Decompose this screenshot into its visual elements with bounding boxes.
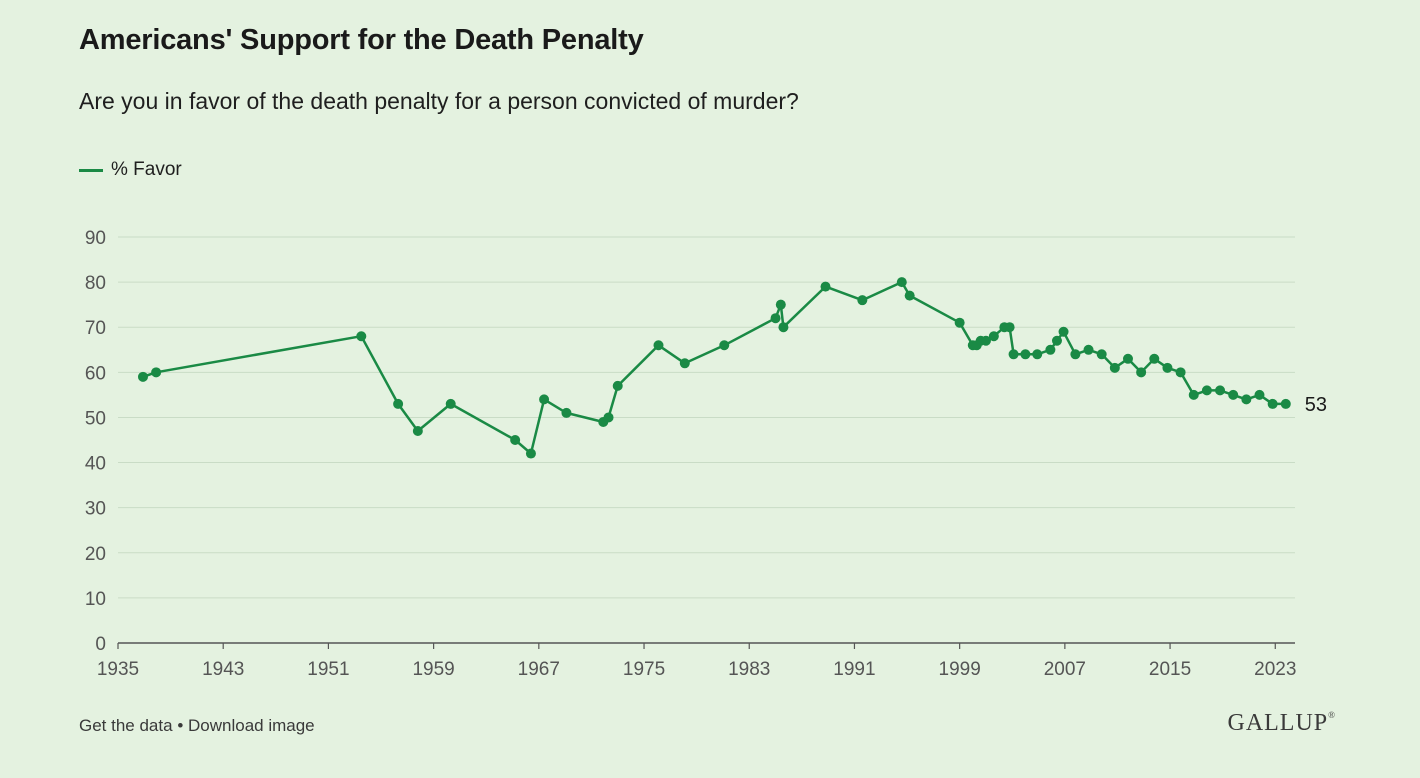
y-tick-label-0: 0 xyxy=(95,634,106,655)
data-point xyxy=(612,380,623,391)
y-axis-ticks: 0 10 20 30 40 50 60 70 80 90 xyxy=(85,228,106,655)
data-point xyxy=(1188,389,1199,400)
data-point xyxy=(412,425,423,436)
brand-text: GALLUP xyxy=(1227,710,1329,736)
data-point xyxy=(820,281,831,292)
data-point xyxy=(980,335,991,346)
data-point xyxy=(1136,367,1147,378)
data-point xyxy=(1201,385,1212,396)
data-point xyxy=(653,340,664,351)
end-value-label: 53 xyxy=(1305,394,1327,416)
data-point xyxy=(1215,385,1226,396)
data-point xyxy=(603,412,614,423)
data-point xyxy=(1122,353,1133,364)
y-tick-label-10: 10 xyxy=(85,589,106,610)
chart-subtitle: Are you in favor of the death penalty fo… xyxy=(79,88,799,114)
data-point xyxy=(1228,389,1239,400)
y-tick-label-70: 70 xyxy=(85,318,106,339)
y-tick-label-30: 30 xyxy=(85,499,106,520)
y-tick-label-90: 90 xyxy=(85,228,106,249)
data-point xyxy=(1045,344,1056,355)
data-point xyxy=(525,448,536,459)
legend-swatch xyxy=(79,168,103,172)
data-point xyxy=(679,358,690,369)
x-tick-label-2023: 2023 xyxy=(1254,659,1296,680)
data-points xyxy=(137,277,1291,459)
data-point xyxy=(1149,353,1160,364)
x-tick-label-1935: 1935 xyxy=(97,659,139,680)
data-point xyxy=(151,367,162,378)
chart-title: Americans' Support for the Death Penalty xyxy=(79,24,644,56)
data-point xyxy=(1008,349,1019,360)
data-point xyxy=(1058,326,1069,337)
data-point xyxy=(719,340,730,351)
data-point xyxy=(988,331,999,342)
data-point xyxy=(1004,322,1015,333)
y-tick-label-40: 40 xyxy=(85,454,106,475)
x-tick-label-2007: 2007 xyxy=(1044,659,1086,680)
download-image-link[interactable]: Download image xyxy=(188,716,315,735)
data-point xyxy=(1096,349,1107,360)
x-tick-label-2015: 2015 xyxy=(1149,659,1191,680)
data-point xyxy=(770,313,781,324)
data-point xyxy=(1051,335,1062,346)
data-point xyxy=(954,317,965,328)
data-point xyxy=(1032,349,1043,360)
x-tick-label-1951: 1951 xyxy=(307,659,349,680)
gallup-logo: GALLUP® xyxy=(1227,710,1336,737)
data-point xyxy=(775,299,786,310)
data-point xyxy=(1020,349,1031,360)
data-point xyxy=(896,277,907,288)
data-point xyxy=(1070,349,1081,360)
footer-separator: • xyxy=(177,716,184,735)
data-point xyxy=(137,371,148,382)
y-tick-label-60: 60 xyxy=(85,363,106,384)
x-axis-ticks: 1935 1943 1951 1959 1967 1975 1983 1991 1999 2007… xyxy=(97,643,1296,680)
data-point xyxy=(356,331,367,342)
legend: % Favor xyxy=(79,159,182,181)
brand-mark: ® xyxy=(1328,710,1336,720)
y-tick-label-80: 80 xyxy=(85,273,106,294)
data-point xyxy=(1280,398,1291,409)
data-point xyxy=(539,394,550,405)
data-point xyxy=(1175,367,1186,378)
data-point xyxy=(1162,362,1173,373)
x-tick-label-1983: 1983 xyxy=(728,659,770,680)
data-point xyxy=(1267,398,1278,409)
x-tick-label-1959: 1959 xyxy=(412,659,454,680)
data-point xyxy=(857,295,868,306)
data-point xyxy=(510,435,521,445)
data-point xyxy=(1109,362,1120,373)
data-point xyxy=(561,407,572,418)
data-point xyxy=(1254,389,1265,400)
get-data-link[interactable]: Get the data xyxy=(79,716,173,735)
line-chart: 0 10 20 30 40 50 60 70 80 90 1935 1943 1951 1959 1967… xyxy=(85,228,1327,680)
data-point xyxy=(1241,394,1252,405)
x-tick-label-1967: 1967 xyxy=(518,659,560,680)
x-tick-label-1991: 1991 xyxy=(833,659,875,680)
footer-links: Get the data • Download image xyxy=(79,716,315,736)
data-point xyxy=(778,322,789,333)
data-point xyxy=(904,290,915,301)
gridlines xyxy=(118,236,1295,599)
data-point xyxy=(1083,344,1094,355)
y-tick-label-50: 50 xyxy=(85,408,106,429)
x-tick-label-1943: 1943 xyxy=(202,659,244,680)
legend-label: % Favor xyxy=(111,159,182,180)
data-point xyxy=(445,398,456,409)
x-tick-label-1975: 1975 xyxy=(623,659,665,680)
data-point xyxy=(393,398,404,409)
x-tick-label-1999: 1999 xyxy=(939,659,981,680)
y-tick-label-20: 20 xyxy=(85,544,106,565)
